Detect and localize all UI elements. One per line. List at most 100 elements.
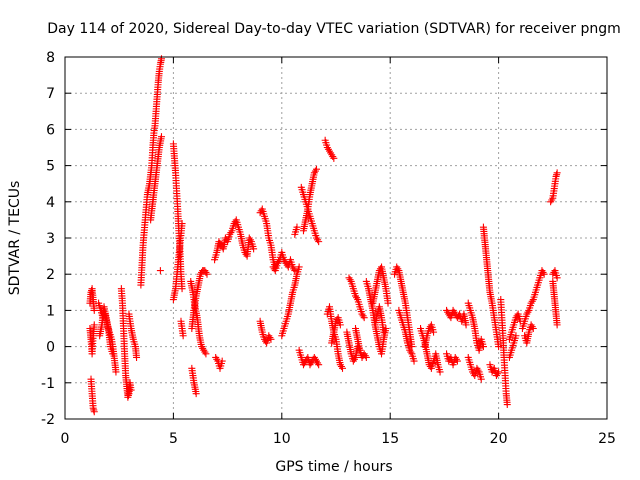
series-s44 — [479, 223, 503, 351]
series-s25 — [299, 165, 320, 235]
data-point — [436, 368, 444, 376]
data-point — [524, 308, 532, 316]
data-point — [477, 375, 485, 383]
data-point — [330, 154, 338, 162]
series-s17 — [211, 216, 258, 264]
data-point — [157, 55, 165, 63]
data-point — [495, 368, 503, 376]
series-s1 — [86, 285, 98, 314]
data-point — [359, 312, 367, 320]
data-point — [133, 353, 141, 361]
series-s36 — [391, 263, 416, 351]
x-tick-label: 15 — [381, 431, 399, 447]
series-s23 — [291, 223, 301, 238]
data-point — [227, 229, 235, 237]
data-point — [360, 314, 368, 322]
data-point — [127, 386, 135, 394]
series-s16 — [188, 364, 200, 398]
data-point — [178, 220, 186, 228]
data-point — [479, 343, 487, 351]
series-s47 — [505, 310, 524, 343]
series-s37 — [395, 306, 418, 365]
series-s39 — [421, 321, 438, 351]
data-point — [529, 325, 537, 332]
series-s53 — [547, 169, 561, 206]
data-point — [314, 236, 322, 244]
series-s52 — [549, 267, 561, 282]
series-s30 — [345, 274, 368, 322]
data-point — [218, 357, 226, 365]
data-point — [178, 285, 186, 293]
data-point — [336, 321, 344, 329]
data-point — [353, 294, 361, 302]
data-point — [495, 343, 503, 351]
series-s13 — [177, 317, 187, 340]
data-point — [384, 299, 392, 307]
data-point — [315, 238, 323, 246]
series-s22 — [278, 263, 303, 340]
y-tick-label: 8 — [46, 50, 55, 66]
data-point — [453, 357, 461, 365]
series-s35 — [371, 303, 388, 336]
series-s20 — [256, 317, 275, 347]
data-point — [213, 355, 221, 363]
y-tick-label: 2 — [46, 267, 55, 283]
series-s32 — [352, 325, 370, 361]
data-point — [512, 332, 520, 340]
series-s34 — [369, 263, 392, 307]
data-point — [346, 276, 354, 284]
data-point — [540, 270, 548, 278]
data-point — [157, 133, 165, 141]
data-point — [112, 368, 120, 376]
series-s42 — [464, 299, 487, 354]
series-s50 — [521, 321, 537, 347]
data-point — [315, 361, 323, 369]
series-s7 — [125, 310, 141, 361]
series-s8 — [137, 55, 165, 289]
data-point — [548, 196, 556, 204]
x-tick-label: 20 — [490, 431, 508, 447]
y-tick-label: 3 — [46, 231, 55, 247]
data-point — [293, 223, 301, 231]
series-s9 — [147, 133, 165, 224]
data-point — [407, 348, 415, 356]
data-point — [156, 267, 164, 275]
series-s46 — [497, 296, 511, 409]
data-point — [267, 335, 275, 343]
y-tick-label: 6 — [46, 122, 55, 138]
series-s28 — [323, 303, 347, 372]
data-point — [311, 167, 319, 175]
series-s2 — [86, 321, 98, 358]
data-point — [109, 350, 117, 358]
plot-frame — [64, 56, 608, 420]
data-point — [462, 321, 470, 329]
series-s21 — [269, 248, 299, 275]
data-point — [339, 364, 347, 372]
x-tick-label: 25 — [598, 431, 616, 447]
data-point — [528, 297, 536, 305]
data-point — [503, 401, 511, 409]
data-point — [90, 306, 98, 314]
series-s48 — [505, 332, 520, 361]
series-s6 — [117, 285, 135, 401]
x-axis-label: GPS time / hours — [275, 459, 392, 475]
data-point — [179, 332, 187, 340]
data-point — [291, 267, 299, 275]
y-tick-label: 1 — [46, 303, 55, 319]
series-s51 — [549, 277, 561, 329]
series-s19 — [256, 205, 279, 271]
series-s29 — [328, 314, 344, 347]
x-tick-label: 10 — [273, 431, 291, 447]
data-point — [553, 321, 561, 329]
series-s26 — [295, 346, 323, 369]
data-point — [275, 258, 283, 266]
x-tick-label: 0 — [61, 431, 70, 447]
x-tick-label: 5 — [169, 431, 178, 447]
y-tick-label: -2 — [41, 412, 55, 428]
data-point — [553, 274, 561, 282]
data-point — [90, 408, 98, 416]
data-point — [290, 265, 298, 273]
data-point — [295, 263, 303, 271]
data-point — [202, 350, 210, 358]
